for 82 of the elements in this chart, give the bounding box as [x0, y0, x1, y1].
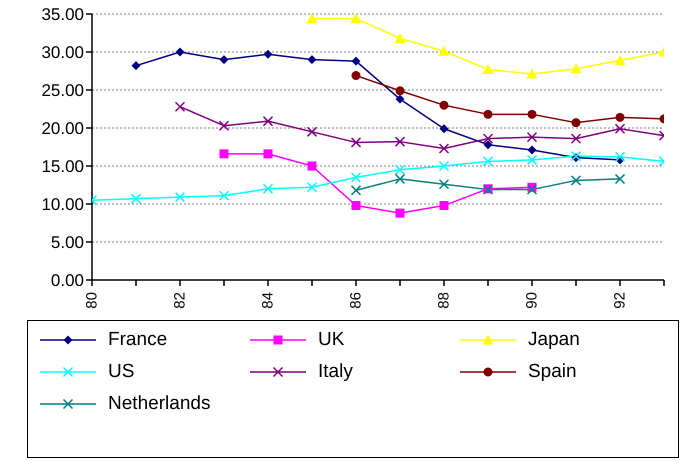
point	[350, 137, 362, 148]
point	[614, 174, 626, 184]
point	[174, 101, 186, 112]
point	[570, 63, 582, 74]
point	[350, 14, 362, 24]
y-tick-label: 35.00	[41, 5, 84, 24]
point	[438, 160, 450, 172]
point	[262, 184, 274, 194]
legend-label: UK	[318, 329, 344, 351]
point	[614, 152, 626, 162]
y-tick-label: 30.00	[41, 43, 84, 62]
y-tick-label: 25.00	[41, 81, 84, 100]
x-tick-label: 90	[524, 292, 540, 309]
legend-label: Spain	[528, 361, 577, 383]
point	[174, 192, 186, 202]
point	[396, 94, 404, 104]
point	[528, 110, 536, 119]
point	[308, 162, 316, 170]
y-tick-label: 5.00	[50, 233, 84, 252]
point	[394, 174, 406, 184]
point	[394, 164, 406, 176]
point	[394, 32, 406, 43]
point	[570, 133, 582, 144]
point	[438, 178, 450, 190]
point	[132, 61, 140, 70]
legend-label: France	[108, 329, 168, 351]
point	[352, 201, 360, 210]
point	[572, 118, 580, 128]
x-tick-label: 84	[260, 292, 276, 309]
legend-label: US	[108, 361, 134, 383]
point	[484, 140, 492, 150]
point	[264, 149, 272, 158]
point	[264, 50, 272, 59]
legend-label: Italy	[318, 361, 353, 383]
point	[176, 48, 184, 56]
point	[482, 64, 494, 74]
point	[352, 56, 360, 66]
point	[526, 184, 538, 195]
x-tick-label: 86	[348, 292, 364, 309]
point	[440, 100, 448, 110]
point	[526, 68, 538, 79]
x-tick-label: 82	[172, 292, 188, 309]
point	[526, 132, 538, 142]
y-tick-label: 10.00	[41, 195, 84, 214]
point	[614, 124, 626, 134]
point	[350, 185, 362, 196]
point	[396, 208, 404, 218]
point	[306, 182, 318, 193]
point	[570, 150, 582, 162]
point	[438, 46, 450, 56]
point	[218, 120, 230, 131]
point	[352, 71, 360, 80]
point	[482, 133, 494, 144]
point	[570, 175, 582, 186]
point	[262, 116, 274, 126]
point	[308, 55, 316, 64]
legend-label: Netherlands	[108, 393, 210, 415]
point	[528, 146, 536, 155]
point	[614, 54, 626, 65]
point	[130, 193, 142, 204]
point	[396, 86, 404, 96]
point	[220, 149, 228, 158]
point	[306, 126, 318, 138]
point	[616, 112, 624, 122]
point	[218, 190, 230, 201]
point	[526, 154, 538, 166]
y-tick-label: 0.00	[50, 271, 84, 290]
point	[220, 55, 228, 64]
x-tick-label: 88	[436, 292, 452, 309]
x-tick-label: 80	[84, 292, 100, 309]
legend-label: Japan	[528, 329, 580, 351]
y-tick-label: 15.00	[41, 157, 84, 176]
point	[440, 201, 448, 210]
y-tick-label: 20.00	[41, 119, 84, 138]
point	[482, 156, 494, 167]
point	[484, 110, 492, 119]
point	[306, 14, 318, 24]
point	[440, 124, 448, 134]
point	[350, 172, 362, 183]
point	[438, 143, 450, 154]
point	[394, 136, 406, 147]
x-tick-label: 92	[612, 292, 628, 309]
